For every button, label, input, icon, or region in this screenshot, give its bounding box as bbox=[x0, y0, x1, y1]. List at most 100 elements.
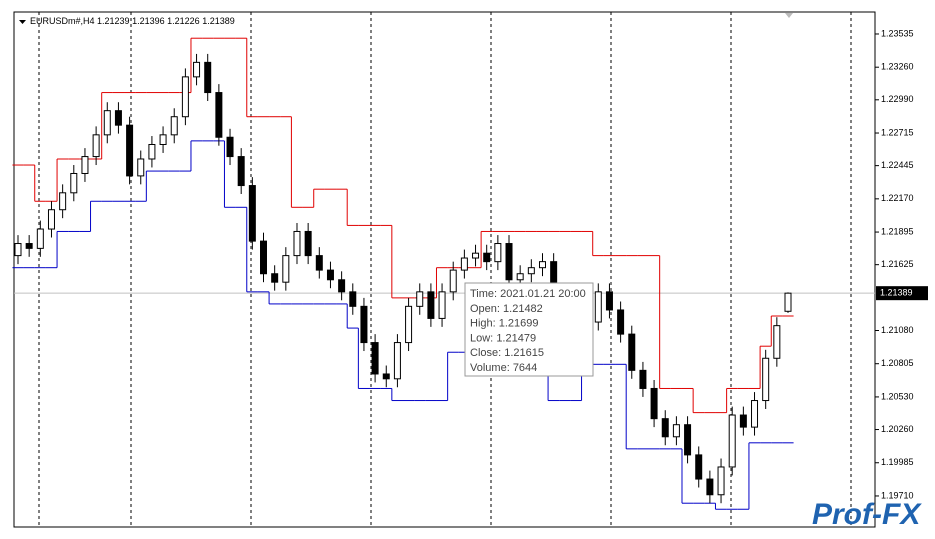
header-high: 1.21396 bbox=[132, 16, 165, 26]
candle-body bbox=[449, 269, 457, 293]
tooltip-value: 1.21479 bbox=[496, 332, 536, 344]
candle-body bbox=[382, 373, 390, 380]
candle-body bbox=[349, 291, 357, 307]
candle-body bbox=[237, 156, 245, 187]
tooltip-row: Open: 1.21482 bbox=[470, 303, 543, 315]
candle-body bbox=[193, 61, 201, 78]
candle-body bbox=[728, 414, 736, 468]
tooltip-row: Volume: 7644 bbox=[470, 362, 537, 374]
symbol: EURUSDm#,H4 bbox=[30, 16, 95, 26]
tooltip-label: Close: bbox=[470, 347, 501, 359]
candle-body bbox=[494, 243, 502, 263]
candle-body bbox=[527, 267, 535, 275]
candle-body bbox=[427, 291, 435, 319]
candle-body bbox=[159, 134, 167, 145]
candle-body bbox=[47, 209, 55, 230]
candle-body bbox=[70, 172, 78, 194]
candle-body bbox=[405, 305, 413, 344]
candle-body bbox=[338, 279, 346, 293]
candle-body bbox=[516, 273, 524, 281]
candle-body bbox=[695, 454, 703, 480]
y-tick-label: 1.22715 bbox=[881, 127, 914, 137]
tooltip-value: 2021.01.21 20:00 bbox=[500, 288, 586, 300]
candle-body bbox=[639, 369, 647, 389]
candle-body bbox=[605, 291, 613, 311]
y-tick-label: 1.20530 bbox=[881, 391, 914, 401]
y-tick-label: 1.20805 bbox=[881, 358, 914, 368]
tooltip-row: Time: 2021.01.21 20:00 bbox=[470, 288, 586, 300]
candle-body bbox=[148, 143, 156, 160]
y-tick-label: 1.22170 bbox=[881, 193, 914, 203]
period-separators bbox=[38, 12, 852, 527]
tooltip-label: High: bbox=[470, 318, 496, 330]
tooltip-row: High: 1.21699 bbox=[470, 318, 539, 330]
candle-body bbox=[25, 243, 33, 249]
candle-body bbox=[684, 424, 692, 456]
header-close: 1.21389 bbox=[202, 16, 235, 26]
candle-body bbox=[661, 418, 669, 438]
y-tick-label: 1.23260 bbox=[881, 62, 914, 72]
candle-body bbox=[762, 357, 770, 402]
candle-body bbox=[14, 243, 22, 257]
y-tick-label: 1.21895 bbox=[881, 226, 914, 236]
candle-body bbox=[293, 230, 301, 257]
candle-body bbox=[81, 156, 89, 174]
candle-body bbox=[784, 292, 792, 312]
y-tick-label: 1.21625 bbox=[881, 259, 914, 269]
header-open: 1.21239 bbox=[97, 16, 130, 26]
candle-body bbox=[36, 228, 44, 249]
tooltip-row: Low: 1.21479 bbox=[470, 332, 536, 344]
candle-body bbox=[538, 261, 546, 269]
candle-body bbox=[92, 134, 100, 158]
menu-arrow[interactable] bbox=[19, 20, 26, 24]
candle-body bbox=[204, 61, 212, 94]
candle-body bbox=[438, 291, 446, 319]
candle-body bbox=[181, 76, 189, 118]
candle-body bbox=[706, 478, 714, 496]
candle-body bbox=[483, 252, 491, 263]
candle-body bbox=[751, 400, 759, 428]
y-tick-label: 1.21080 bbox=[881, 325, 914, 335]
candle-body bbox=[393, 342, 401, 380]
candle-body bbox=[505, 243, 513, 281]
candle-body bbox=[59, 192, 67, 211]
y-tick-label: 1.22445 bbox=[881, 160, 914, 170]
tooltip-value: 1.21699 bbox=[499, 318, 539, 330]
plot: 1.23535 1.23260 1.22990 1.22715 1.22445 1.221… bbox=[12, 28, 928, 510]
tooltip-value: 1.21615 bbox=[504, 347, 544, 359]
tooltip-value: 1.21482 bbox=[503, 303, 543, 315]
tooltip-row: Close: 1.21615 bbox=[470, 347, 544, 359]
candle-body bbox=[226, 136, 234, 158]
tooltip-value: 7644 bbox=[513, 362, 537, 374]
logo: Prof-FX bbox=[812, 498, 922, 531]
y-tick-label: 1.23535 bbox=[881, 28, 914, 38]
candle-body bbox=[315, 255, 323, 271]
tooltip-label: Open: bbox=[470, 303, 500, 315]
candle-body bbox=[360, 305, 368, 344]
tooltip-label: Low: bbox=[470, 332, 493, 344]
candle-body bbox=[416, 291, 424, 307]
candle-body bbox=[114, 110, 122, 126]
tooltip-label: Volume: bbox=[470, 362, 510, 374]
candle-body bbox=[773, 325, 781, 359]
candle-body bbox=[103, 110, 111, 136]
candle-body bbox=[137, 158, 145, 177]
candle-body bbox=[617, 309, 625, 335]
y-tick-label: 1.19985 bbox=[881, 457, 914, 467]
price-label: 1.21389 bbox=[880, 288, 913, 298]
candle-body bbox=[326, 269, 334, 281]
tooltip-box bbox=[464, 282, 594, 377]
plot-frame bbox=[13, 11, 876, 528]
y-tick-label: 1.20260 bbox=[881, 424, 914, 434]
candle-body bbox=[739, 414, 747, 428]
candle-body bbox=[594, 291, 602, 323]
candle-body bbox=[170, 116, 178, 136]
header-low: 1.21226 bbox=[167, 16, 200, 26]
candle-body bbox=[672, 424, 680, 438]
price-label-box bbox=[876, 286, 928, 301]
tooltip-label: Time: bbox=[470, 288, 497, 300]
shift-marker bbox=[785, 13, 793, 18]
candle-body bbox=[472, 252, 480, 259]
